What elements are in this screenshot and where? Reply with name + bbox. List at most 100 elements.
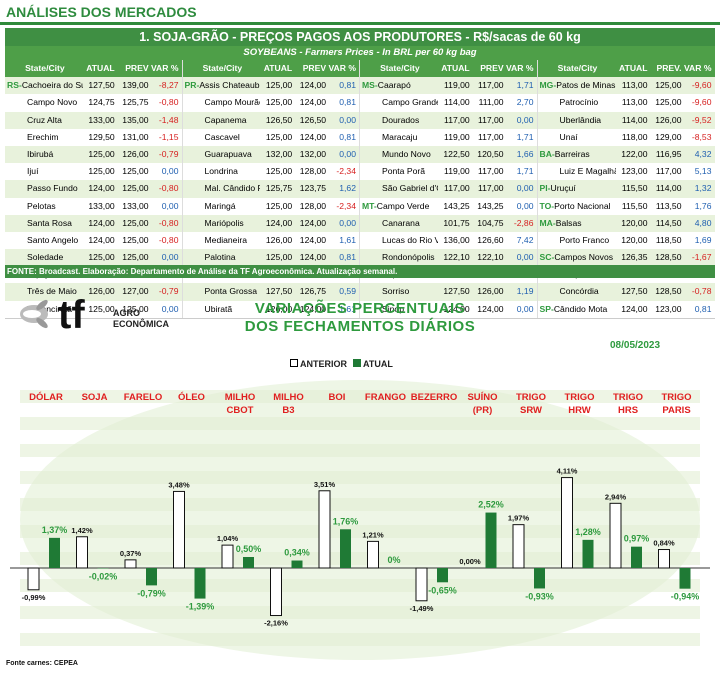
- prev-cell: 126,75: [299, 286, 327, 297]
- state-code: MA-: [539, 217, 556, 228]
- city-name: Canarana: [382, 217, 420, 228]
- atual-cell: 115,50: [621, 200, 648, 211]
- city-cell: Passo Fundo: [5, 180, 83, 197]
- city-cell: Sinop: [360, 301, 438, 318]
- table-row: Soledade 125,00 125,00 0,00: [5, 249, 182, 267]
- title-underline: [0, 22, 720, 25]
- table-row: PR-Assis Chateaubriand 125,00 124,00 0,81: [182, 77, 359, 95]
- prev-cell: 132,00: [299, 148, 327, 159]
- prev-cell: 120,50: [477, 148, 504, 159]
- city-cell: Porto Franco: [538, 232, 616, 249]
- table-header-row: State/City ATUAL PREV VAR %: [5, 60, 182, 78]
- bar-anterior-label: 3,48%: [168, 480, 190, 489]
- bar-anterior: [27, 567, 40, 591]
- city-cell: Ibirubá: [5, 146, 83, 163]
- bar-atual: [631, 546, 642, 568]
- table-row: Maracaju 119,00 117,00 1,71: [360, 129, 537, 146]
- category-label: TRIGO: [661, 392, 691, 403]
- table-grid: State/City ATUAL PREV VAR % RS-Cachoeira do …: [5, 60, 715, 319]
- var-cell: -2,86: [513, 217, 534, 228]
- city-name: Ponta Porã: [382, 166, 425, 177]
- atual-cell: 119,00: [444, 166, 470, 177]
- table-row: Sorriso 127,50 126,00 1,19: [360, 283, 537, 301]
- atual-cell: 125,00: [265, 166, 293, 177]
- bar-anterior-label: -2,16%: [264, 619, 288, 628]
- bar-atual-label: 1,37%: [42, 525, 68, 535]
- atual-cell: 124,00: [88, 217, 115, 228]
- city-cell: Soledade: [5, 249, 83, 266]
- category-label: TRIGO: [613, 392, 643, 403]
- atual-cell: 117,00: [444, 183, 470, 194]
- prev-cell: 125,00: [122, 166, 149, 177]
- bar-anterior-label: 1,04%: [217, 534, 239, 543]
- prev-cell: 122,10: [477, 252, 504, 263]
- legend-atual-label: ATUAL: [363, 359, 393, 369]
- var-cell: 0,81: [339, 252, 356, 263]
- prev-cell: 117,00: [477, 114, 504, 125]
- var-cell: -0,80: [158, 183, 179, 194]
- column-header: PREV: [302, 63, 327, 73]
- table-row: MS-Caarapó 119,00 117,00 1,71: [360, 77, 537, 95]
- city-name: Cascavel: [204, 131, 240, 142]
- atual-cell: 124,00: [621, 303, 648, 314]
- city-cell: Ponta Grossa: [183, 283, 261, 300]
- var-cell: 1,32: [694, 183, 712, 194]
- bar-atual: [243, 557, 254, 568]
- bar-anterior-label: 1,42%: [71, 526, 93, 535]
- city-name: Cândido Mota: [553, 303, 608, 314]
- atual-cell: 125,00: [88, 252, 115, 263]
- table-row: SC-Campos Novos 126,35 128,50 -1,67: [537, 249, 715, 267]
- bar-atual: [582, 539, 594, 568]
- city-name: Passo Fundo: [27, 183, 78, 194]
- city-cell: Santa Rosa: [5, 215, 83, 232]
- city-cell: PI-Uruçuí: [538, 180, 616, 197]
- city-name: Maracaju: [382, 131, 418, 142]
- tf-logo: tf AGRO ECONÔMICA: [20, 293, 170, 337]
- var-cell: -9,60: [691, 80, 712, 91]
- page-title: ANÁLISES DOS MERCADOS: [6, 4, 197, 20]
- bar-atual: [485, 512, 497, 568]
- table-row: Erechim 129,50 131,00 -1,15: [5, 129, 182, 146]
- bar-anterior-label: -0,99%: [22, 593, 46, 602]
- var-cell: 0,00: [516, 114, 534, 125]
- prev-cell: 133,00: [122, 200, 149, 211]
- legend-anterior: ANTERIOR: [290, 359, 347, 369]
- atual-cell: 123,00: [621, 166, 648, 177]
- atual-cell: 125,75: [265, 183, 293, 194]
- var-cell: 1,61: [339, 303, 356, 314]
- atual-cell: 133,00: [88, 200, 115, 211]
- bar-atual-label: 0%: [387, 555, 400, 565]
- city-cell: Ponta Porã: [360, 163, 438, 180]
- table-row: Maringá 125,00 128,00 -2,34: [183, 198, 360, 215]
- var-cell: 1,69: [694, 234, 712, 245]
- city-name: Cruz Alta: [27, 114, 62, 125]
- table-row: Ubiratã 126,00 124,00 1,61: [183, 301, 360, 318]
- bar-anterior-label: 1,21%: [362, 530, 384, 539]
- bar-atual-label: -0,79%: [137, 588, 166, 598]
- bar-anterior: [173, 490, 185, 569]
- var-cell: 7,42: [516, 234, 534, 245]
- atual-cell: 132,00: [265, 148, 293, 159]
- var-cell: -8,27: [158, 80, 179, 91]
- city-cell: Três de Maio: [5, 283, 83, 300]
- wheat-icon: [20, 299, 48, 329]
- state-code: MG-: [539, 80, 557, 91]
- var-cell: -0,79: [158, 148, 179, 159]
- state-code: PI-: [539, 183, 551, 194]
- table-row: Sinop 124,00 124,00 0,00: [360, 301, 537, 318]
- var-cell: 0,00: [161, 303, 179, 314]
- city-name: Sinop: [382, 303, 404, 314]
- atual-cell: 119,00: [444, 131, 470, 142]
- city-name: Assis Chateaubriand: [199, 80, 260, 91]
- table-row: Porto Franco 120,00 118,50 1,69: [538, 232, 716, 249]
- prev-cell: 126,00: [122, 148, 149, 159]
- atual-cell: 114,00: [621, 114, 648, 125]
- table-header-row: State/City ATUAL PREV. VAR %: [537, 60, 715, 78]
- prev-cell: 114,50: [655, 217, 682, 228]
- table-source: FONTE: Broadcast. Elaboração: Departamen…: [5, 265, 715, 278]
- city-cell: Cascavel: [183, 129, 261, 146]
- table-row: Santo Angelo 124,00 125,00 -0,80: [5, 232, 182, 249]
- category-label: ÓLEO: [178, 391, 205, 403]
- city-cell: Capanema: [183, 112, 261, 129]
- prev-cell: 125,00: [122, 252, 149, 263]
